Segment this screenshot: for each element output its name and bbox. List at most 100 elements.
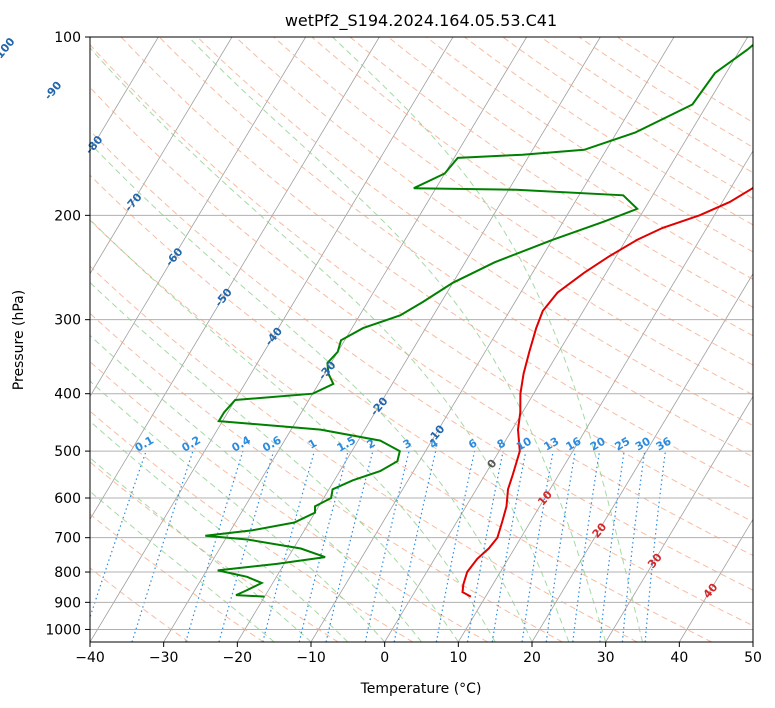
x-tick-label: 10 (449, 650, 467, 666)
isotherm-line (0, 37, 11, 642)
dry-adiabat-line (90, 312, 563, 642)
y-tick-label: 800 (54, 565, 81, 581)
temperature-profile-line (461, 186, 753, 598)
y-tick-label: 500 (54, 444, 81, 460)
dry-adiabat-line (90, 174, 753, 627)
dry-adiabat-line (90, 130, 753, 591)
y-tick-label: 400 (54, 387, 81, 403)
x-tick-label: −10 (296, 650, 326, 666)
y-axis-title: Pressure (hPa) (11, 290, 27, 390)
isotherm-label: 10 (535, 488, 555, 508)
moist-adiabat-line (90, 218, 496, 642)
isotherm-label: -20 (368, 395, 391, 419)
y-tick-label: 900 (54, 595, 81, 611)
pressure-gridlines (90, 37, 753, 630)
dry-adiabat-line (90, 44, 753, 523)
moist-adiabat-line (188, 37, 607, 642)
isotherm-line (163, 37, 528, 642)
mixing-ratio-line (325, 450, 374, 642)
dry-adiabat-line (90, 219, 712, 642)
x-tick-label: 40 (670, 650, 688, 666)
dry-adiabat-line (616, 37, 753, 123)
x-tick-label: −40 (75, 650, 105, 666)
dry-adiabat-line (197, 37, 753, 427)
dry-adiabat-line (90, 265, 638, 642)
dry-adiabat-line (90, 410, 414, 642)
dry-adiabat-line (90, 461, 339, 642)
x-axis-ticks: −40 −30 −20 −10 0 10 20 30 40 50 (75, 642, 762, 666)
y-tick-label: 200 (54, 208, 81, 224)
isotherm-label: -40 (262, 325, 285, 349)
mixing-ratio-line (521, 450, 554, 642)
dry-adiabat-line (540, 37, 753, 174)
x-tick-label: 50 (744, 650, 762, 666)
isotherm-label: -80 (83, 133, 106, 157)
y-tick-label: 1000 (45, 622, 81, 638)
mixing-ratio-line (364, 450, 410, 642)
dry-adiabat-line (387, 37, 753, 280)
mixing-ratio-line (572, 451, 601, 642)
mixing-ratio-line (218, 450, 275, 642)
isotherm-line (236, 37, 601, 642)
mixing-ratio-line (621, 451, 646, 642)
isotherm-line (90, 37, 380, 520)
dry-adiabat-line (349, 37, 753, 308)
x-axis-title: Temperature (°C) (360, 681, 482, 697)
dry-adiabat-line (90, 86, 753, 557)
chart-title: wetPf2_S194.2024.164.05.53.C41 (285, 11, 557, 31)
moist-adiabat-line (90, 457, 312, 642)
dry-adiabat-line (90, 360, 488, 642)
x-tick-label: 0 (380, 650, 389, 666)
isotherm-line (531, 272, 753, 642)
moist-adiabat-line (90, 47, 570, 642)
isotherm-line (384, 37, 749, 642)
moist-adiabat-line (332, 37, 643, 642)
x-tick-label: 30 (597, 650, 615, 666)
x-tick-label: 20 (523, 650, 541, 666)
isotherm-label: 40 (701, 581, 721, 601)
y-axis-ticks: 1000 900 800 700 600 500 400 300 200 100 (45, 30, 90, 638)
mixing-ratio-label: 3 (401, 437, 414, 452)
y-tick-label: 600 (54, 491, 81, 507)
moist-adiabat-line (90, 281, 459, 642)
mixing-ratio-line (435, 450, 476, 642)
dry-adiabat-line (311, 37, 753, 337)
isotherm-line (752, 641, 753, 642)
isotherm-line (310, 37, 675, 642)
mixing-ratio-line (262, 450, 315, 642)
moist-adiabat-line (90, 380, 386, 642)
isotherm-line (90, 37, 159, 152)
moist-adiabat-line (90, 142, 533, 642)
dewpoint-profile-line (205, 43, 753, 598)
mixing-ratio-line (466, 450, 504, 642)
isotherm-line (678, 518, 753, 642)
dry-adiabat-line (120, 37, 753, 490)
y-tick-label: 700 (54, 531, 81, 547)
plot-frame (89, 36, 754, 643)
isotherm-line (90, 37, 233, 275)
isotherm-line (605, 395, 753, 642)
x-tick-label: −20 (223, 650, 253, 666)
mixing-ratio-line (131, 450, 194, 642)
background-lines (0, 37, 753, 642)
x-tick-label: −30 (149, 650, 179, 666)
moist-adiabat-line (90, 420, 349, 642)
isotherm-label: -100 (0, 35, 18, 65)
isoline-labels: 0.1 0.2 0.4 0.6 1 1.5 2 3 4 6 8 10 13 16 20 25 30 36-100-… (0, 35, 721, 601)
isotherm-line (90, 37, 307, 398)
dry-adiabat-line (235, 37, 753, 396)
mixing-ratio-line (599, 451, 625, 642)
isotherm-label: 0 (485, 457, 500, 471)
mixing-ratio-line (393, 450, 437, 642)
dry-adiabat-line (426, 37, 753, 253)
isotherm-line (457, 150, 753, 642)
profile-lines (205, 43, 753, 598)
mixing-ratio-line (644, 451, 666, 642)
mixing-ratio-line (491, 450, 527, 642)
mixing-ratio-line (298, 450, 349, 642)
dry-adiabat-line (158, 37, 753, 458)
mixing-ratio-line (545, 451, 576, 642)
y-tick-label: 100 (54, 30, 81, 46)
mixing-ratio-line (90, 450, 147, 620)
